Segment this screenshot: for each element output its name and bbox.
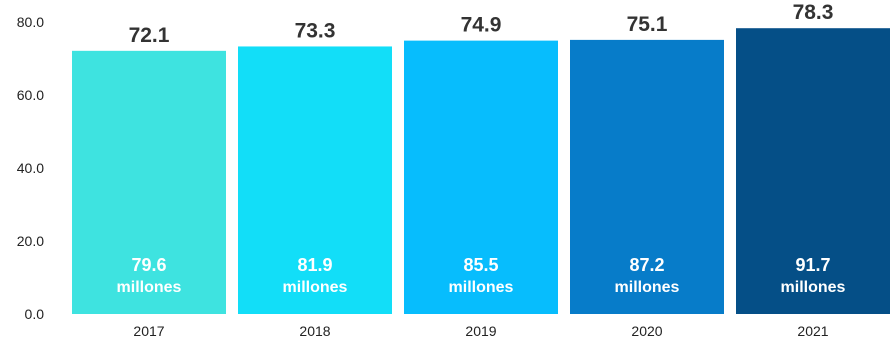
bar	[238, 46, 392, 315]
bar	[404, 40, 558, 315]
bar	[570, 39, 724, 314]
bar-group: 75.1 87.2 millones	[570, 13, 724, 314]
bar-group: 78.3 91.7 millones	[736, 1, 890, 315]
bar-inner-value: 81.9	[297, 255, 332, 275]
y-tick-label: 20.0	[17, 233, 44, 249]
x-tick-label: 2018	[299, 323, 330, 339]
bar-group: 72.1 79.6 millones	[72, 24, 226, 315]
bar-inner-value: 79.6	[131, 255, 166, 275]
bar-group: 73.3 81.9 millones	[238, 19, 392, 315]
bar	[72, 50, 226, 315]
bar-inner-unit: millones	[283, 279, 348, 296]
y-tick-label: 0.0	[25, 306, 45, 322]
bar-inner-unit: millones	[449, 279, 514, 296]
y-tick-label: 60.0	[17, 87, 44, 103]
bar-value-label: 78.3	[793, 1, 834, 24]
x-axis: 2017 2018 2019 2020 2021	[133, 323, 828, 339]
bar-value-label: 74.9	[461, 14, 502, 37]
bar-inner-unit: millones	[615, 279, 680, 296]
bar-inner-unit: millones	[781, 279, 846, 296]
x-tick-label: 2021	[797, 323, 828, 339]
bar-value-label: 73.3	[295, 19, 336, 42]
x-tick-label: 2019	[465, 323, 496, 339]
bars: 72.1 79.6 millones 73.3 81.9 millones 74.9 85.5…	[72, 1, 890, 315]
y-axis: 0.0 20.0 40.0 60.0 80.0	[17, 14, 44, 322]
bar-value-label: 72.1	[129, 24, 170, 47]
x-tick-label: 2020	[631, 323, 662, 339]
bar-group: 74.9 85.5 millones	[404, 14, 558, 315]
bar-inner-value: 85.5	[463, 255, 498, 275]
x-tick-label: 2017	[133, 323, 164, 339]
bar-inner-value: 91.7	[795, 255, 830, 275]
bar-inner-value: 87.2	[629, 255, 664, 275]
y-tick-label: 40.0	[17, 160, 44, 176]
bar	[736, 28, 890, 315]
bar-inner-unit: millones	[117, 279, 182, 296]
y-tick-label: 80.0	[17, 14, 44, 30]
bar-value-label: 75.1	[627, 13, 668, 36]
